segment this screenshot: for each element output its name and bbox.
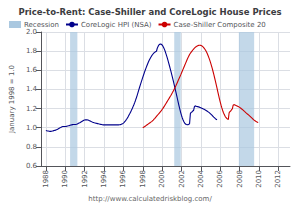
svg-text:1.6: 1.6	[26, 66, 38, 74]
svg-text:2.0: 2.0	[26, 28, 37, 36]
svg-text:http://www.calculatedriskblog.: http://www.calculatedriskblog.com/	[88, 195, 212, 203]
svg-text:1.4: 1.4	[26, 85, 38, 93]
svg-text:2004: 2004	[197, 169, 205, 187]
svg-text:2002: 2002	[178, 170, 186, 188]
svg-text:1996: 1996	[119, 169, 127, 187]
svg-text:1.8: 1.8	[26, 47, 37, 55]
svg-text:2006: 2006	[216, 169, 224, 187]
svg-text:CoreLogic HPI (NSA): CoreLogic HPI (NSA)	[81, 21, 152, 29]
svg-text:Recession: Recession	[24, 21, 59, 29]
svg-text:1988: 1988	[42, 170, 50, 188]
svg-text:2012: 2012	[274, 170, 282, 188]
svg-text:1994: 1994	[100, 169, 108, 187]
svg-text:0.6: 0.6	[26, 162, 38, 170]
svg-text:Case-Shiller Composite 20: Case-Shiller Composite 20	[174, 21, 266, 29]
svg-text:1990: 1990	[61, 170, 69, 188]
svg-text:1992: 1992	[81, 170, 89, 188]
svg-text:2000: 2000	[158, 170, 166, 188]
svg-text:1.2: 1.2	[26, 105, 37, 113]
svg-text:1.0: 1.0	[26, 124, 37, 132]
svg-text:January 1998 = 1.0: January 1998 = 1.0	[8, 65, 16, 134]
svg-text:Price-to-Rent: Case-Shiller an: Price-to-Rent: Case-Shiller and CoreLogi…	[18, 7, 281, 17]
svg-text:2008: 2008	[236, 170, 244, 188]
svg-text:2010: 2010	[255, 170, 263, 188]
svg-text:1998: 1998	[139, 170, 147, 188]
svg-text:0.8: 0.8	[26, 143, 37, 151]
